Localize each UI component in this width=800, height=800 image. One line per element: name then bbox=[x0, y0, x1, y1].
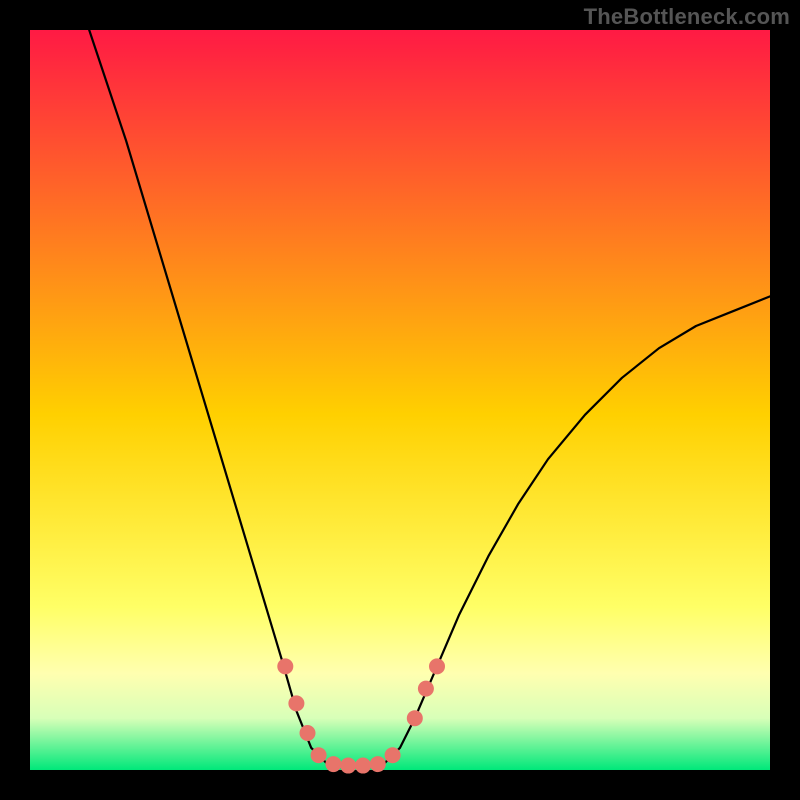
curve-marker bbox=[385, 747, 401, 763]
curve-marker bbox=[429, 658, 445, 674]
chart-plot-area bbox=[30, 30, 770, 770]
curve-marker bbox=[325, 756, 341, 772]
curve-marker bbox=[370, 756, 386, 772]
curve-marker bbox=[288, 695, 304, 711]
watermark-text: TheBottleneck.com bbox=[584, 4, 790, 30]
curve-marker bbox=[407, 710, 423, 726]
curve-marker bbox=[300, 725, 316, 741]
curve-marker bbox=[418, 681, 434, 697]
curve-marker bbox=[340, 758, 356, 774]
curve-marker bbox=[355, 758, 371, 774]
chart-svg bbox=[30, 30, 770, 770]
curve-marker bbox=[277, 658, 293, 674]
marker-group bbox=[277, 658, 445, 773]
curve-marker bbox=[311, 747, 327, 763]
bottleneck-curve bbox=[89, 30, 770, 766]
